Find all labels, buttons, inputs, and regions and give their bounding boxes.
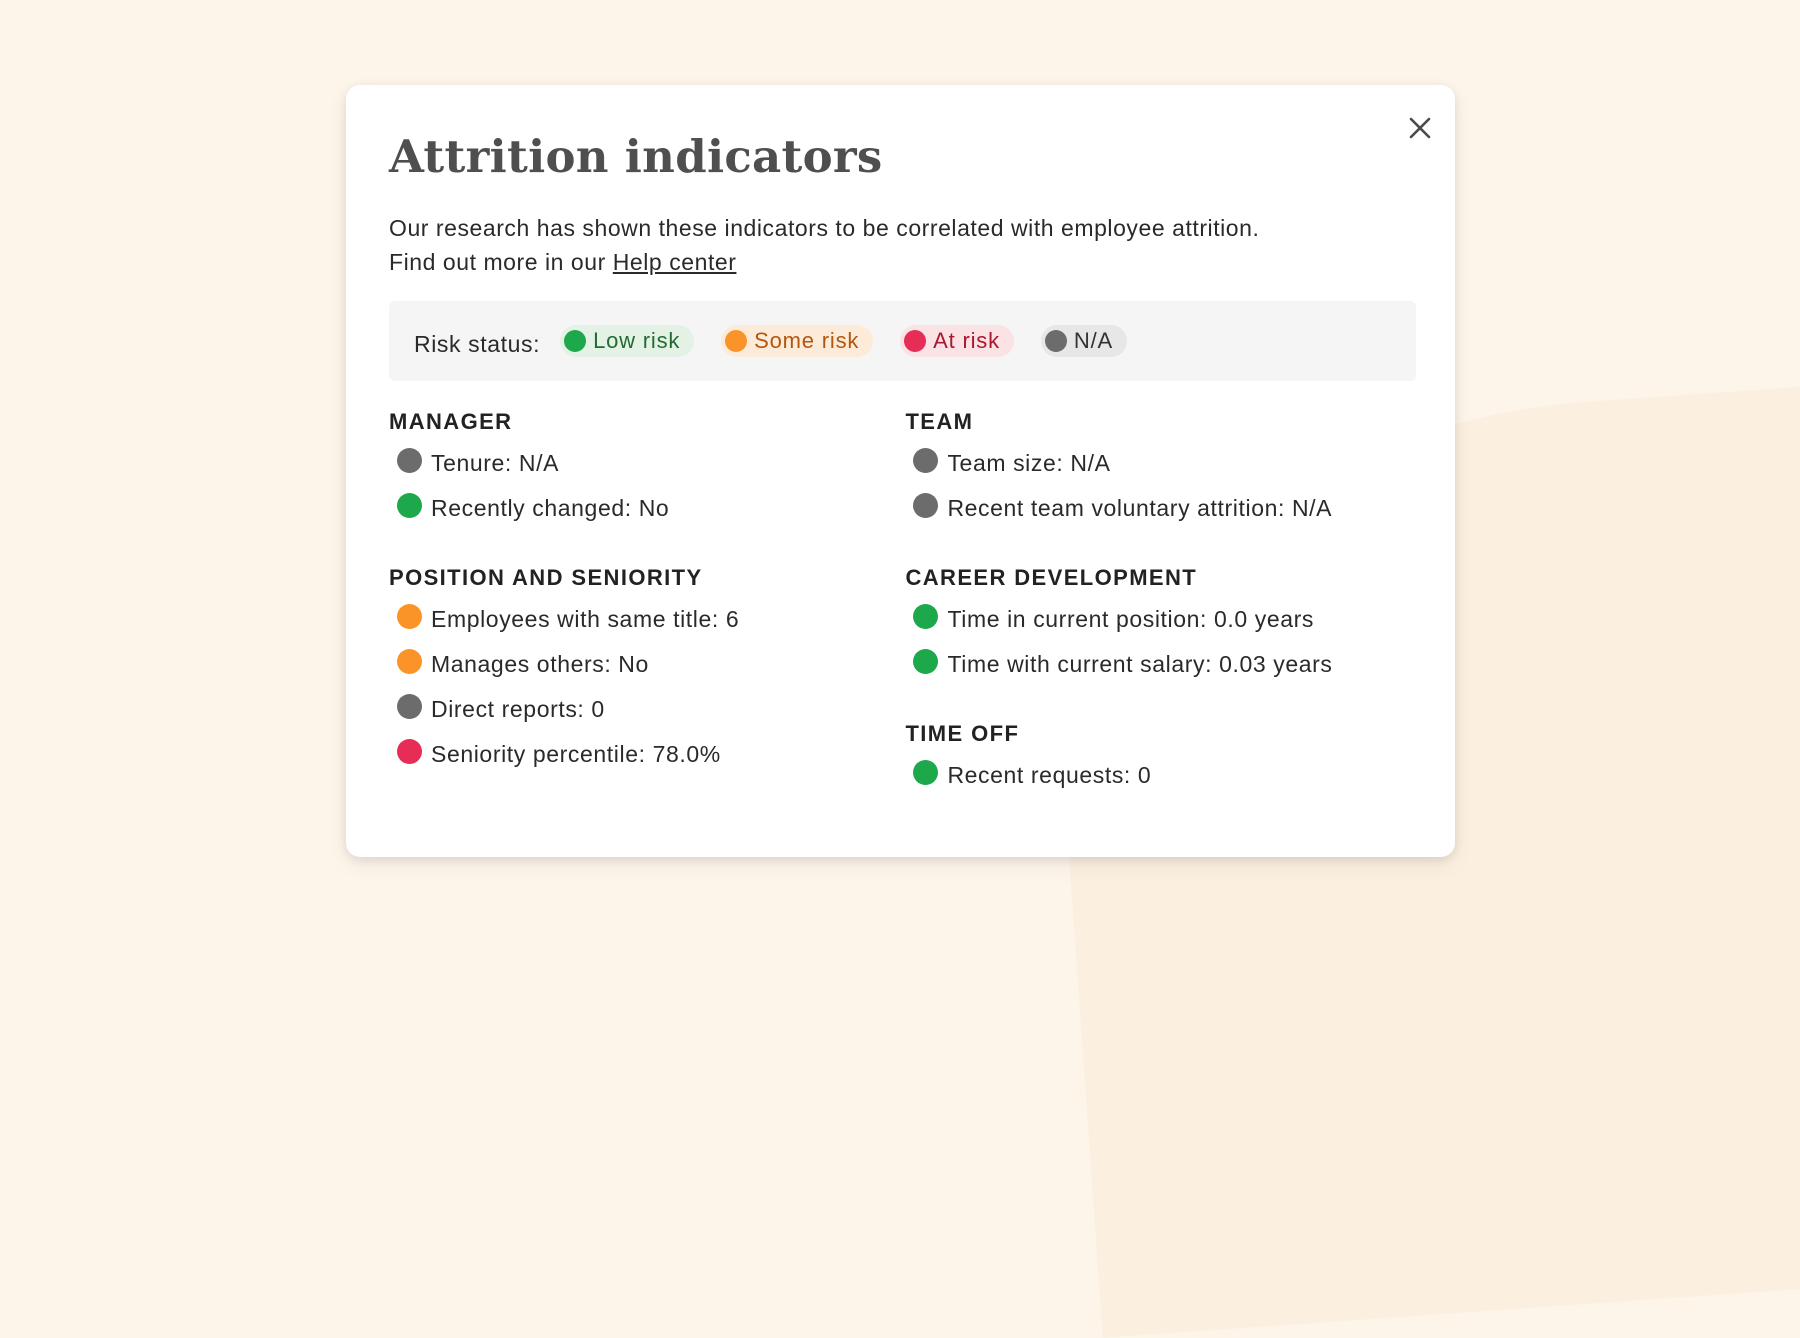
status-dot-icon bbox=[913, 448, 939, 473]
indicator-item: Time in current position: 0.0 years bbox=[905, 597, 1416, 642]
right-column: TEAM Team size: N/A Recent team voluntar… bbox=[905, 407, 1416, 830]
indicator-item: Employees with same title: 6 bbox=[389, 597, 905, 642]
legend-label: Risk status: bbox=[414, 330, 541, 357]
indicator-item: Recently changed: No bbox=[389, 486, 905, 531]
na-label: N/A bbox=[1073, 328, 1113, 353]
indicator-item: Manages others: No bbox=[389, 642, 905, 687]
status-dot-icon bbox=[397, 604, 422, 629]
status-dot-icon bbox=[397, 739, 422, 764]
indicator-item: Time with current salary: 0.03 years bbox=[905, 642, 1416, 687]
status-dot-icon bbox=[397, 649, 422, 674]
status-dot-icon bbox=[397, 448, 422, 473]
status-dot-icon bbox=[397, 694, 422, 719]
status-dot-icon bbox=[913, 604, 939, 629]
description-text: Our research has shown these indicators … bbox=[389, 215, 1260, 241]
time-off-section: TIME OFF Recent requests: 0 bbox=[905, 719, 1416, 798]
indicator-text: Tenure: N/A bbox=[431, 450, 560, 476]
manager-section: MANAGER Tenure: N/A Recently changed: No bbox=[389, 407, 905, 531]
section-title: POSITION AND SENIORITY bbox=[389, 565, 703, 590]
some-risk-badge: Some risk bbox=[721, 325, 874, 357]
status-dot-icon bbox=[913, 760, 939, 785]
indicator-text: Time in current position: 0.0 years bbox=[947, 606, 1315, 632]
orange-dot-icon bbox=[725, 330, 748, 352]
left-column: MANAGER Tenure: N/A Recently changed: No… bbox=[389, 407, 905, 830]
section-title: TIME OFF bbox=[905, 721, 1020, 746]
indicator-item: Seniority percentile: 78.0% bbox=[389, 732, 905, 777]
low-risk-badge: Low risk bbox=[560, 325, 695, 357]
red-dot-icon bbox=[904, 330, 927, 352]
some-risk-label: Some risk bbox=[754, 328, 860, 353]
status-dot-icon bbox=[913, 649, 939, 674]
indicator-text: Recent requests: 0 bbox=[947, 762, 1152, 788]
indicator-item: Recent requests: 0 bbox=[905, 753, 1416, 798]
low-risk-label: Low risk bbox=[593, 328, 681, 353]
indicator-text: Manages others: No bbox=[431, 651, 649, 677]
attrition-indicators-modal: Attrition indicators Our research has sh… bbox=[346, 85, 1455, 857]
at-risk-badge: At risk bbox=[900, 325, 1014, 357]
close-button[interactable] bbox=[1399, 107, 1441, 149]
indicator-text: Team size: N/A bbox=[947, 450, 1111, 476]
help-center-link[interactable]: Help center bbox=[612, 249, 737, 275]
indicator-text: Employees with same title: 6 bbox=[431, 606, 740, 632]
section-title: MANAGER bbox=[389, 409, 513, 434]
description-prefix: Find out more in our bbox=[389, 249, 613, 275]
risk-status-legend: Risk status: Low risk Some risk At risk … bbox=[389, 301, 1416, 381]
indicator-item: Direct reports: 0 bbox=[389, 687, 905, 732]
team-section: TEAM Team size: N/A Recent team voluntar… bbox=[905, 407, 1416, 531]
status-dot-icon bbox=[397, 493, 422, 518]
career-development-section: CAREER DEVELOPMENT Time in current posit… bbox=[905, 563, 1416, 687]
na-badge: N/A bbox=[1040, 325, 1127, 357]
indicator-text: Direct reports: 0 bbox=[431, 696, 605, 722]
indicator-columns: MANAGER Tenure: N/A Recently changed: No… bbox=[389, 407, 1416, 830]
indicator-text: Recently changed: No bbox=[431, 495, 670, 521]
at-risk-label: At risk bbox=[933, 328, 1000, 353]
green-dot-icon bbox=[564, 330, 587, 352]
indicator-text: Time with current salary: 0.03 years bbox=[947, 651, 1333, 677]
indicator-text: Recent team voluntary attrition: N/A bbox=[947, 495, 1333, 521]
section-title: TEAM bbox=[905, 409, 974, 434]
indicator-text: Seniority percentile: 78.0% bbox=[431, 741, 721, 767]
position-seniority-section: POSITION AND SENIORITY Employees with sa… bbox=[389, 563, 905, 777]
indicator-item: Team size: N/A bbox=[905, 441, 1416, 486]
modal-title: Attrition indicators bbox=[389, 130, 883, 183]
close-icon bbox=[1409, 117, 1431, 139]
gray-dot-icon bbox=[1044, 330, 1067, 352]
section-title: CAREER DEVELOPMENT bbox=[905, 565, 1198, 590]
modal-description: Our research has shown these indicators … bbox=[389, 211, 1416, 279]
indicator-item: Tenure: N/A bbox=[389, 441, 905, 486]
status-dot-icon bbox=[913, 493, 939, 518]
indicator-item: Recent team voluntary attrition: N/A bbox=[905, 486, 1416, 531]
